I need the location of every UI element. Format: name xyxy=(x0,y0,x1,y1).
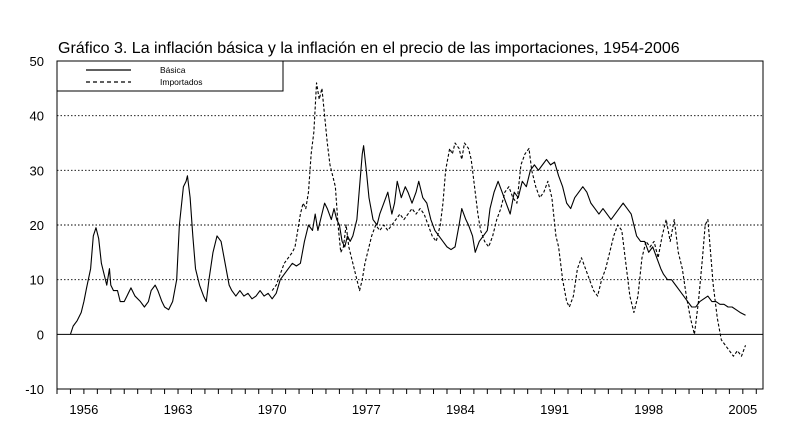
plot-area-frame xyxy=(56,60,764,390)
y-tick-label: 40 xyxy=(30,109,44,124)
y-tick-label: 0 xyxy=(37,327,44,342)
y-tick-label: 50 xyxy=(30,54,44,69)
y-tick-label: -10 xyxy=(25,382,44,397)
gridlines xyxy=(57,115,763,335)
y-tick-label: 10 xyxy=(30,273,44,288)
series-line-importados xyxy=(271,82,747,357)
x-tick-label: 2005 xyxy=(728,402,757,417)
x-tick-label: 1970 xyxy=(258,402,287,417)
x-tick-label: 1963 xyxy=(164,402,193,417)
x-tick-label: 1991 xyxy=(540,402,569,417)
x-tick-label: 1984 xyxy=(446,402,475,417)
x-tick-label: 1977 xyxy=(352,402,381,417)
legend-label-importados: Importados xyxy=(160,77,203,87)
x-axis-ticks: 1956 1963 1970 1977 1984 1991 1998 2005 xyxy=(56,389,757,417)
series-layer xyxy=(69,82,747,357)
legend-box xyxy=(56,60,284,92)
y-tick-label: 20 xyxy=(30,218,44,233)
legend-label-basica: Básica xyxy=(160,65,186,75)
chart-title: Gráfico 3. La inflación básica y la infl… xyxy=(58,40,680,57)
series-line-basica xyxy=(69,145,746,335)
y-axis-ticks: -10 0 10 20 30 40 50 xyxy=(25,54,44,397)
x-tick-label: 1956 xyxy=(69,402,98,417)
legend: Básica Importados xyxy=(56,60,284,92)
x-tick-label: 1998 xyxy=(634,402,663,417)
y-tick-label: 30 xyxy=(30,163,44,178)
